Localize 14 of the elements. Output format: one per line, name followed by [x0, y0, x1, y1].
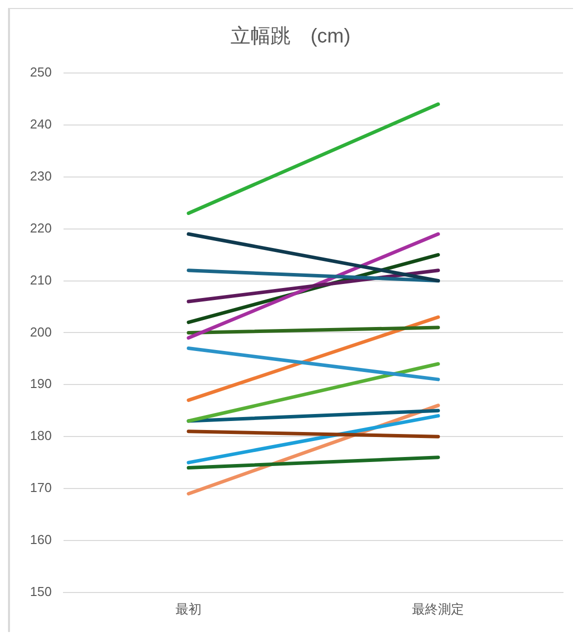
y-tick-label: 230	[30, 168, 52, 184]
x-tick-label: 最終測定	[412, 602, 464, 618]
y-tick-label: 170	[30, 480, 52, 496]
y-tick-label: 160	[30, 532, 52, 548]
y-tick-label: 210	[30, 272, 52, 288]
y-tick-label: 200	[30, 324, 52, 340]
y-tick-label: 240	[30, 116, 52, 132]
y-tick-label: 180	[30, 428, 52, 444]
x-tick-label: 最初	[176, 602, 202, 618]
chart-title: 立幅跳 (cm)	[230, 26, 350, 48]
y-tick-label: 250	[30, 64, 52, 80]
y-tick-label: 220	[30, 220, 52, 236]
y-tick-label: 150	[30, 584, 52, 599]
y-tick-label: 190	[30, 376, 52, 392]
